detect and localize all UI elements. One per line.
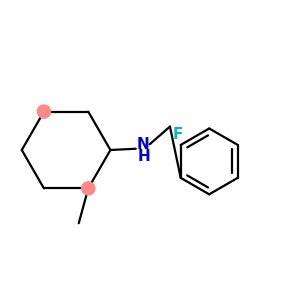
Circle shape	[37, 104, 51, 119]
Text: H: H	[138, 149, 150, 164]
Text: N: N	[137, 137, 150, 152]
Text: F: F	[173, 127, 183, 142]
Circle shape	[81, 181, 95, 196]
